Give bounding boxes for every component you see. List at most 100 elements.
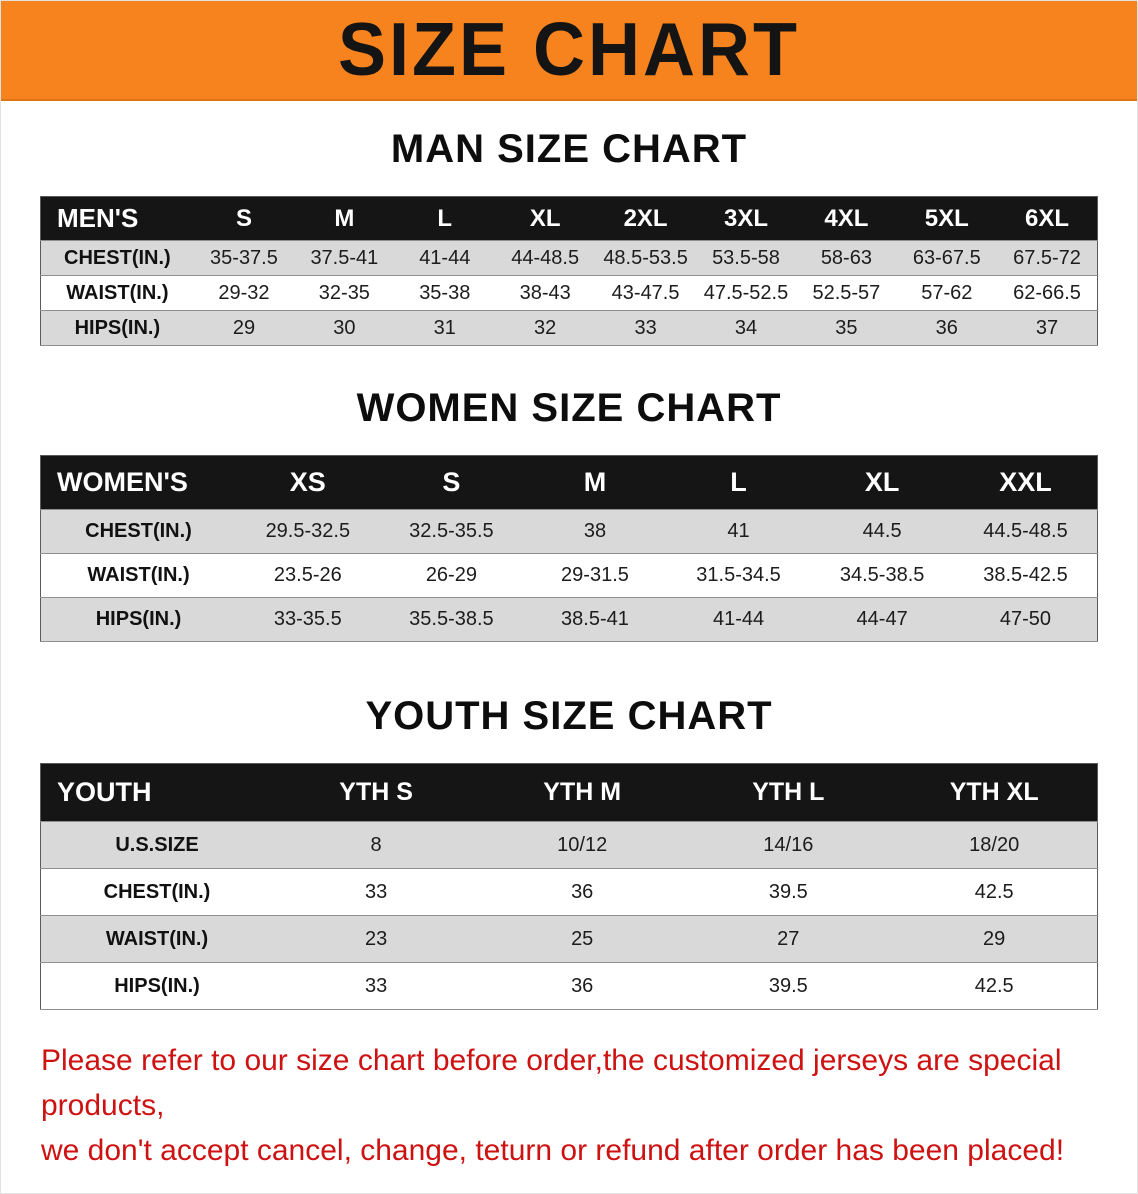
size-value-cell: 38-43 [519,281,571,304]
size-value-cell: 26-29 [425,564,477,586]
size-column-header: YTH XL [891,763,1098,822]
size-value-cell: 31 [433,316,456,339]
size-value-cell: 41 [727,520,750,542]
size-value-cell: 38.5-41 [561,608,629,630]
size-value-cell: 33-35.5 [273,608,342,630]
size-value-cell: 29.5-32.5 [265,520,351,542]
size-value-cell: 33 [364,880,388,903]
table-group-label: WOMEN'S [40,455,237,510]
size-value-cell: 39.5 [768,974,808,997]
size-value-cell: 30 [333,316,356,339]
size-value-cell: 32-35 [318,281,370,304]
size-value-cell: 41-44 [712,608,765,630]
size-column-header: 3XL [695,196,797,241]
size-column-header: S [193,196,295,241]
table-row: HIPS(IN.) 29 30 31 32 33 34 35 36 37 [40,310,1098,346]
size-value-cell: 44-47 [856,608,908,630]
size-column-header: XS [236,455,380,510]
size-value-cell: 39.5 [768,880,808,903]
size-column-header: L [666,455,811,510]
size-value-cell: 67.5-72 [1013,246,1081,269]
disclaimer-line-1: Please refer to our size chart before or… [41,1044,1062,1122]
size-column-header: M [294,196,395,241]
size-value-cell: 29-32 [218,281,270,304]
women-size-section: WOMEN SIZE CHART WOMEN'S XS S M L XL XXL CHEST(… [1,386,1137,642]
size-value-cell: 33 [364,974,388,997]
size-column-header: S [379,455,524,510]
size-value-cell: 23 [364,927,388,950]
size-value-cell: 36 [571,880,594,903]
table-row: CHEST(IN.) 33 36 39.5 42.5 [40,868,1098,916]
size-value-cell: 32.5-35.5 [409,520,494,542]
size-column-header: YTH S [273,763,480,822]
table-header-row: WOMEN'S XS S M L XL XXL [40,455,1098,510]
size-value-cell: 23.5-26 [273,564,342,586]
size-value-cell: 53.5-58 [712,246,780,269]
size-value-cell: 47-50 [999,608,1052,630]
table-row: CHEST(IN.) 29.5-32.5 32.5-35.5 38 41 44.5 44.5… [40,509,1098,554]
size-value-cell: 14/16 [763,833,814,856]
size-value-cell: 27 [777,927,800,950]
size-value-cell: 35-38 [419,281,471,304]
page-title: SIZE CHART [338,8,800,93]
title-banner: SIZE CHART [1,1,1137,101]
size-value-cell: 34 [734,316,758,339]
size-value-cell: 57-62 [921,281,973,304]
measurement-label: WAIST(IN.) [105,927,209,950]
size-value-cell: 25 [571,927,594,950]
size-value-cell: 34.5-38.5 [839,564,925,586]
size-value-cell: 44-48.5 [511,246,580,269]
men-size-section: MAN SIZE CHART MEN'S S M L XL 2XL 3XL 4XL 5XL 6XL… [1,127,1137,346]
measurement-label: HIPS(IN.) [114,974,200,997]
size-value-cell: 31.5-34.5 [696,564,781,586]
size-value-cell: 42.5 [974,880,1014,903]
size-column-header: M [523,455,667,510]
size-value-cell: 37.5-41 [310,246,379,269]
measurement-label: U.S.SIZE [115,833,199,856]
measurement-label: WAIST(IN.) [87,564,190,586]
table-row: WAIST(IN.) 29-32 32-35 35-38 38-43 43-47.5 47.… [40,275,1098,311]
measurement-label: CHEST(IN.) [64,246,171,269]
size-column-header: YTH L [685,763,892,822]
table-header-row: MEN'S S M L XL 2XL 3XL 4XL 5XL 6XL [40,196,1098,241]
size-column-header: 5XL [896,196,997,241]
size-value-cell: 29 [232,316,256,339]
size-column-header: XL [494,196,596,241]
table-row: HIPS(IN.) 33-35.5 35.5-38.5 38.5-41 41-44 44-… [40,597,1098,642]
measurement-label: CHEST(IN.) [85,520,192,542]
size-value-cell: 37 [1035,316,1059,339]
measurement-label: CHEST(IN.) [103,880,211,903]
size-value-cell: 32 [534,316,557,339]
size-column-header: XL [810,455,954,510]
size-value-cell: 35 [835,316,858,339]
size-value-cell: 10/12 [557,833,608,856]
disclaimer-line-2: we don't accept cancel, change, teturn o… [41,1134,1065,1167]
table-group-label: YOUTH [40,763,274,822]
size-value-cell: 42.5 [974,974,1014,997]
youth-section-heading: YOUTH SIZE CHART [365,694,773,738]
measurement-label: HIPS(IN.) [95,608,182,630]
table-row: CHEST(IN.) 35-37.5 37.5-41 41-44 44-48.5 48.5… [40,240,1098,276]
size-column-header: L [394,196,495,241]
size-column-header: 6XL [997,196,1098,241]
size-value-cell: 58-63 [820,246,872,269]
size-value-cell: 33 [634,316,657,339]
size-value-cell: 36 [935,316,958,339]
size-value-cell: 38 [583,520,607,542]
table-header-row: YOUTH YTH S YTH M YTH L YTH XL [40,763,1098,822]
size-value-cell: 29 [983,927,1006,950]
table-row: WAIST(IN.) 23 25 27 29 [40,915,1098,963]
size-value-cell: 18/20 [969,833,1020,856]
women-section-heading: WOMEN SIZE CHART [356,386,782,430]
men-section-heading: MAN SIZE CHART [390,127,748,171]
size-value-cell: 44.5 [862,520,902,542]
size-value-cell: 63-67.5 [912,246,981,269]
size-value-cell: 8 [370,833,382,856]
size-column-header: 4XL [796,196,897,241]
size-value-cell: 35-37.5 [210,246,278,269]
table-row: HIPS(IN.) 33 36 39.5 42.5 [40,962,1098,1010]
disclaimer: Please refer to our size chart before or… [41,1038,1097,1173]
size-value-cell: 29-31.5 [561,564,629,586]
women-size-table: WOMEN'S XS S M L XL XXL CHEST(IN.) 29.5-32.5 32.5… [40,455,1098,642]
